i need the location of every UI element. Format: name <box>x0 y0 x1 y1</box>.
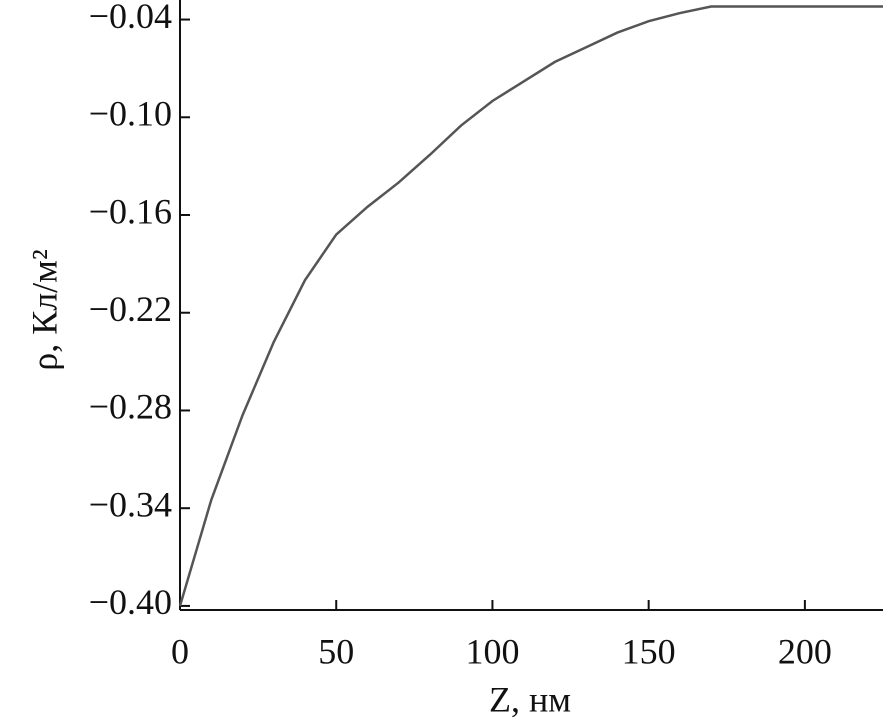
x-tick-label: 0 <box>171 631 189 671</box>
y-tick-label: −0.40 <box>89 582 172 622</box>
y-axis-title: ρ, Кл/м² <box>24 249 64 371</box>
x-tick-label: 150 <box>622 631 676 671</box>
y-tick-label: −0.16 <box>89 191 172 231</box>
y-tick-label: −0.04 <box>89 0 172 36</box>
y-tick-label: −0.28 <box>89 387 172 427</box>
x-tick-label: 100 <box>465 631 519 671</box>
y-tick-label: −0.34 <box>89 484 172 524</box>
x-tick-label: 200 <box>778 631 832 671</box>
y-tick-label: −0.22 <box>89 289 172 329</box>
x-axis-title: Z, нм <box>489 679 571 719</box>
y-tick-label: −0.10 <box>89 94 172 134</box>
data-line <box>178 5 883 607</box>
x-tick-label: 50 <box>318 631 354 671</box>
